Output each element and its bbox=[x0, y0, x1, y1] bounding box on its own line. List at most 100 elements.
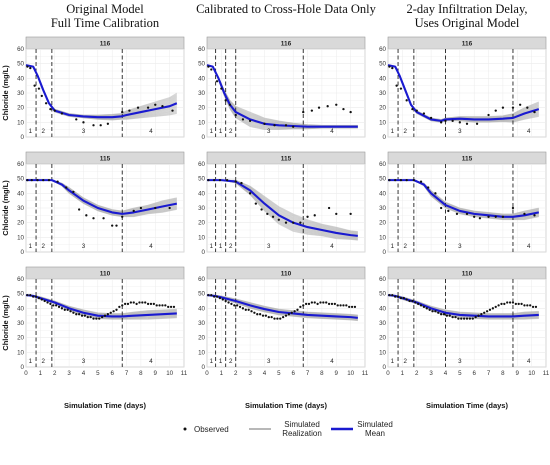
observed-point bbox=[391, 293, 394, 297]
observed-point bbox=[42, 178, 45, 182]
observed-point bbox=[457, 317, 460, 320]
observed-point bbox=[419, 304, 423, 307]
x-tick-label: 3 bbox=[248, 370, 252, 377]
observed-point bbox=[422, 305, 426, 309]
observed-point bbox=[98, 317, 101, 320]
observed-point bbox=[207, 293, 210, 297]
observed-point bbox=[405, 298, 408, 301]
observed-point bbox=[277, 218, 280, 221]
y-tick-label: 50 bbox=[17, 61, 24, 68]
observed-point bbox=[442, 313, 446, 316]
y-tick-label: 40 bbox=[17, 305, 24, 312]
strip-label: 110 bbox=[462, 271, 473, 278]
y-tick-label: 10 bbox=[17, 349, 24, 356]
observed-point bbox=[284, 314, 288, 317]
observed-point bbox=[394, 178, 397, 182]
column-title-line: Full Time Calibration bbox=[51, 16, 160, 30]
observed-point bbox=[483, 311, 486, 314]
observed-point bbox=[425, 307, 428, 310]
observed-point bbox=[213, 295, 216, 298]
observed-point bbox=[266, 212, 269, 216]
observed-point bbox=[136, 106, 140, 109]
observed-point bbox=[402, 296, 405, 300]
observed-point bbox=[53, 109, 56, 112]
observed-point bbox=[394, 295, 397, 298]
observed-point bbox=[533, 214, 536, 217]
observed-point bbox=[399, 178, 403, 182]
y-tick-label: 20 bbox=[379, 335, 386, 342]
x-tick-label: 8 bbox=[320, 370, 324, 377]
observed-point bbox=[508, 301, 512, 304]
observed-point bbox=[254, 202, 257, 205]
observed-point bbox=[92, 317, 95, 320]
y-tick-label: 30 bbox=[379, 90, 386, 97]
simulated-mean-line bbox=[26, 179, 178, 215]
observed-point bbox=[233, 304, 236, 307]
x-tick-label: 10 bbox=[528, 370, 535, 377]
y-tick-label: 0 bbox=[202, 249, 206, 256]
observed-point bbox=[72, 311, 75, 314]
observed-point bbox=[445, 314, 449, 317]
observed-point bbox=[72, 190, 75, 194]
y-tick-label: 50 bbox=[379, 291, 386, 298]
observed-point bbox=[139, 206, 143, 210]
phase-label: 4 bbox=[149, 243, 153, 250]
observed-point bbox=[248, 192, 252, 195]
observed-point bbox=[215, 80, 219, 83]
observed-point bbox=[75, 118, 78, 121]
observed-point bbox=[494, 109, 497, 112]
observed-point bbox=[230, 302, 233, 306]
y-tick-label: 40 bbox=[198, 75, 205, 82]
observed-point bbox=[66, 308, 69, 311]
x-tick-label: 8 bbox=[139, 370, 143, 377]
y-tick-label: 40 bbox=[198, 305, 205, 312]
observed-point bbox=[501, 106, 505, 109]
observed-point bbox=[494, 305, 497, 309]
observed-point bbox=[473, 215, 476, 218]
phase-label: 3 bbox=[458, 358, 462, 365]
observed-point bbox=[310, 109, 314, 112]
observed-point bbox=[517, 302, 520, 306]
legend-mean-line: Simulated bbox=[357, 420, 393, 429]
observed-point bbox=[169, 305, 173, 309]
y-tick-label: 20 bbox=[198, 105, 205, 112]
observed-point bbox=[241, 307, 245, 310]
axis-labels: Chloride (mg/L) Chloride (mg/L) Chloride (… bbox=[1, 65, 508, 410]
observed-point bbox=[408, 299, 411, 303]
y-tick-label: 10 bbox=[17, 234, 24, 241]
observed-point bbox=[487, 113, 490, 117]
observed-point bbox=[248, 119, 252, 123]
simulated-mean-line bbox=[387, 294, 539, 318]
phase-label: 3 bbox=[267, 243, 271, 250]
y-tick-label: 30 bbox=[379, 205, 386, 212]
phase-label: 4 bbox=[149, 128, 153, 135]
observed-point bbox=[85, 214, 88, 217]
observed-point bbox=[448, 314, 451, 317]
x-tick-label: 2 bbox=[415, 370, 419, 377]
observed-point bbox=[215, 295, 219, 298]
column-title-line: Uses Original Model bbox=[415, 16, 520, 30]
observed-point bbox=[411, 299, 414, 303]
observed-point bbox=[102, 217, 105, 220]
x-tick-label: 5 bbox=[96, 370, 100, 377]
phase-label: 3 bbox=[82, 243, 86, 250]
x-tick-label: 6 bbox=[110, 370, 114, 377]
observed-point bbox=[121, 304, 124, 307]
y-tick-label: 10 bbox=[198, 349, 205, 356]
observed-point bbox=[342, 107, 345, 111]
y-axis-label: Chloride (mg/L) bbox=[1, 180, 10, 236]
x-tick-label: 2 bbox=[234, 370, 238, 377]
observed-point bbox=[391, 66, 394, 70]
strip-label: 116 bbox=[462, 41, 473, 48]
y-tick-label: 30 bbox=[198, 205, 205, 212]
observed-point bbox=[494, 215, 497, 218]
observed-point bbox=[267, 315, 270, 319]
observed-point bbox=[26, 293, 29, 297]
observed-point bbox=[339, 304, 342, 307]
phase-label: 1 bbox=[29, 243, 33, 250]
observed-point bbox=[518, 103, 522, 106]
observed-point bbox=[121, 110, 124, 114]
